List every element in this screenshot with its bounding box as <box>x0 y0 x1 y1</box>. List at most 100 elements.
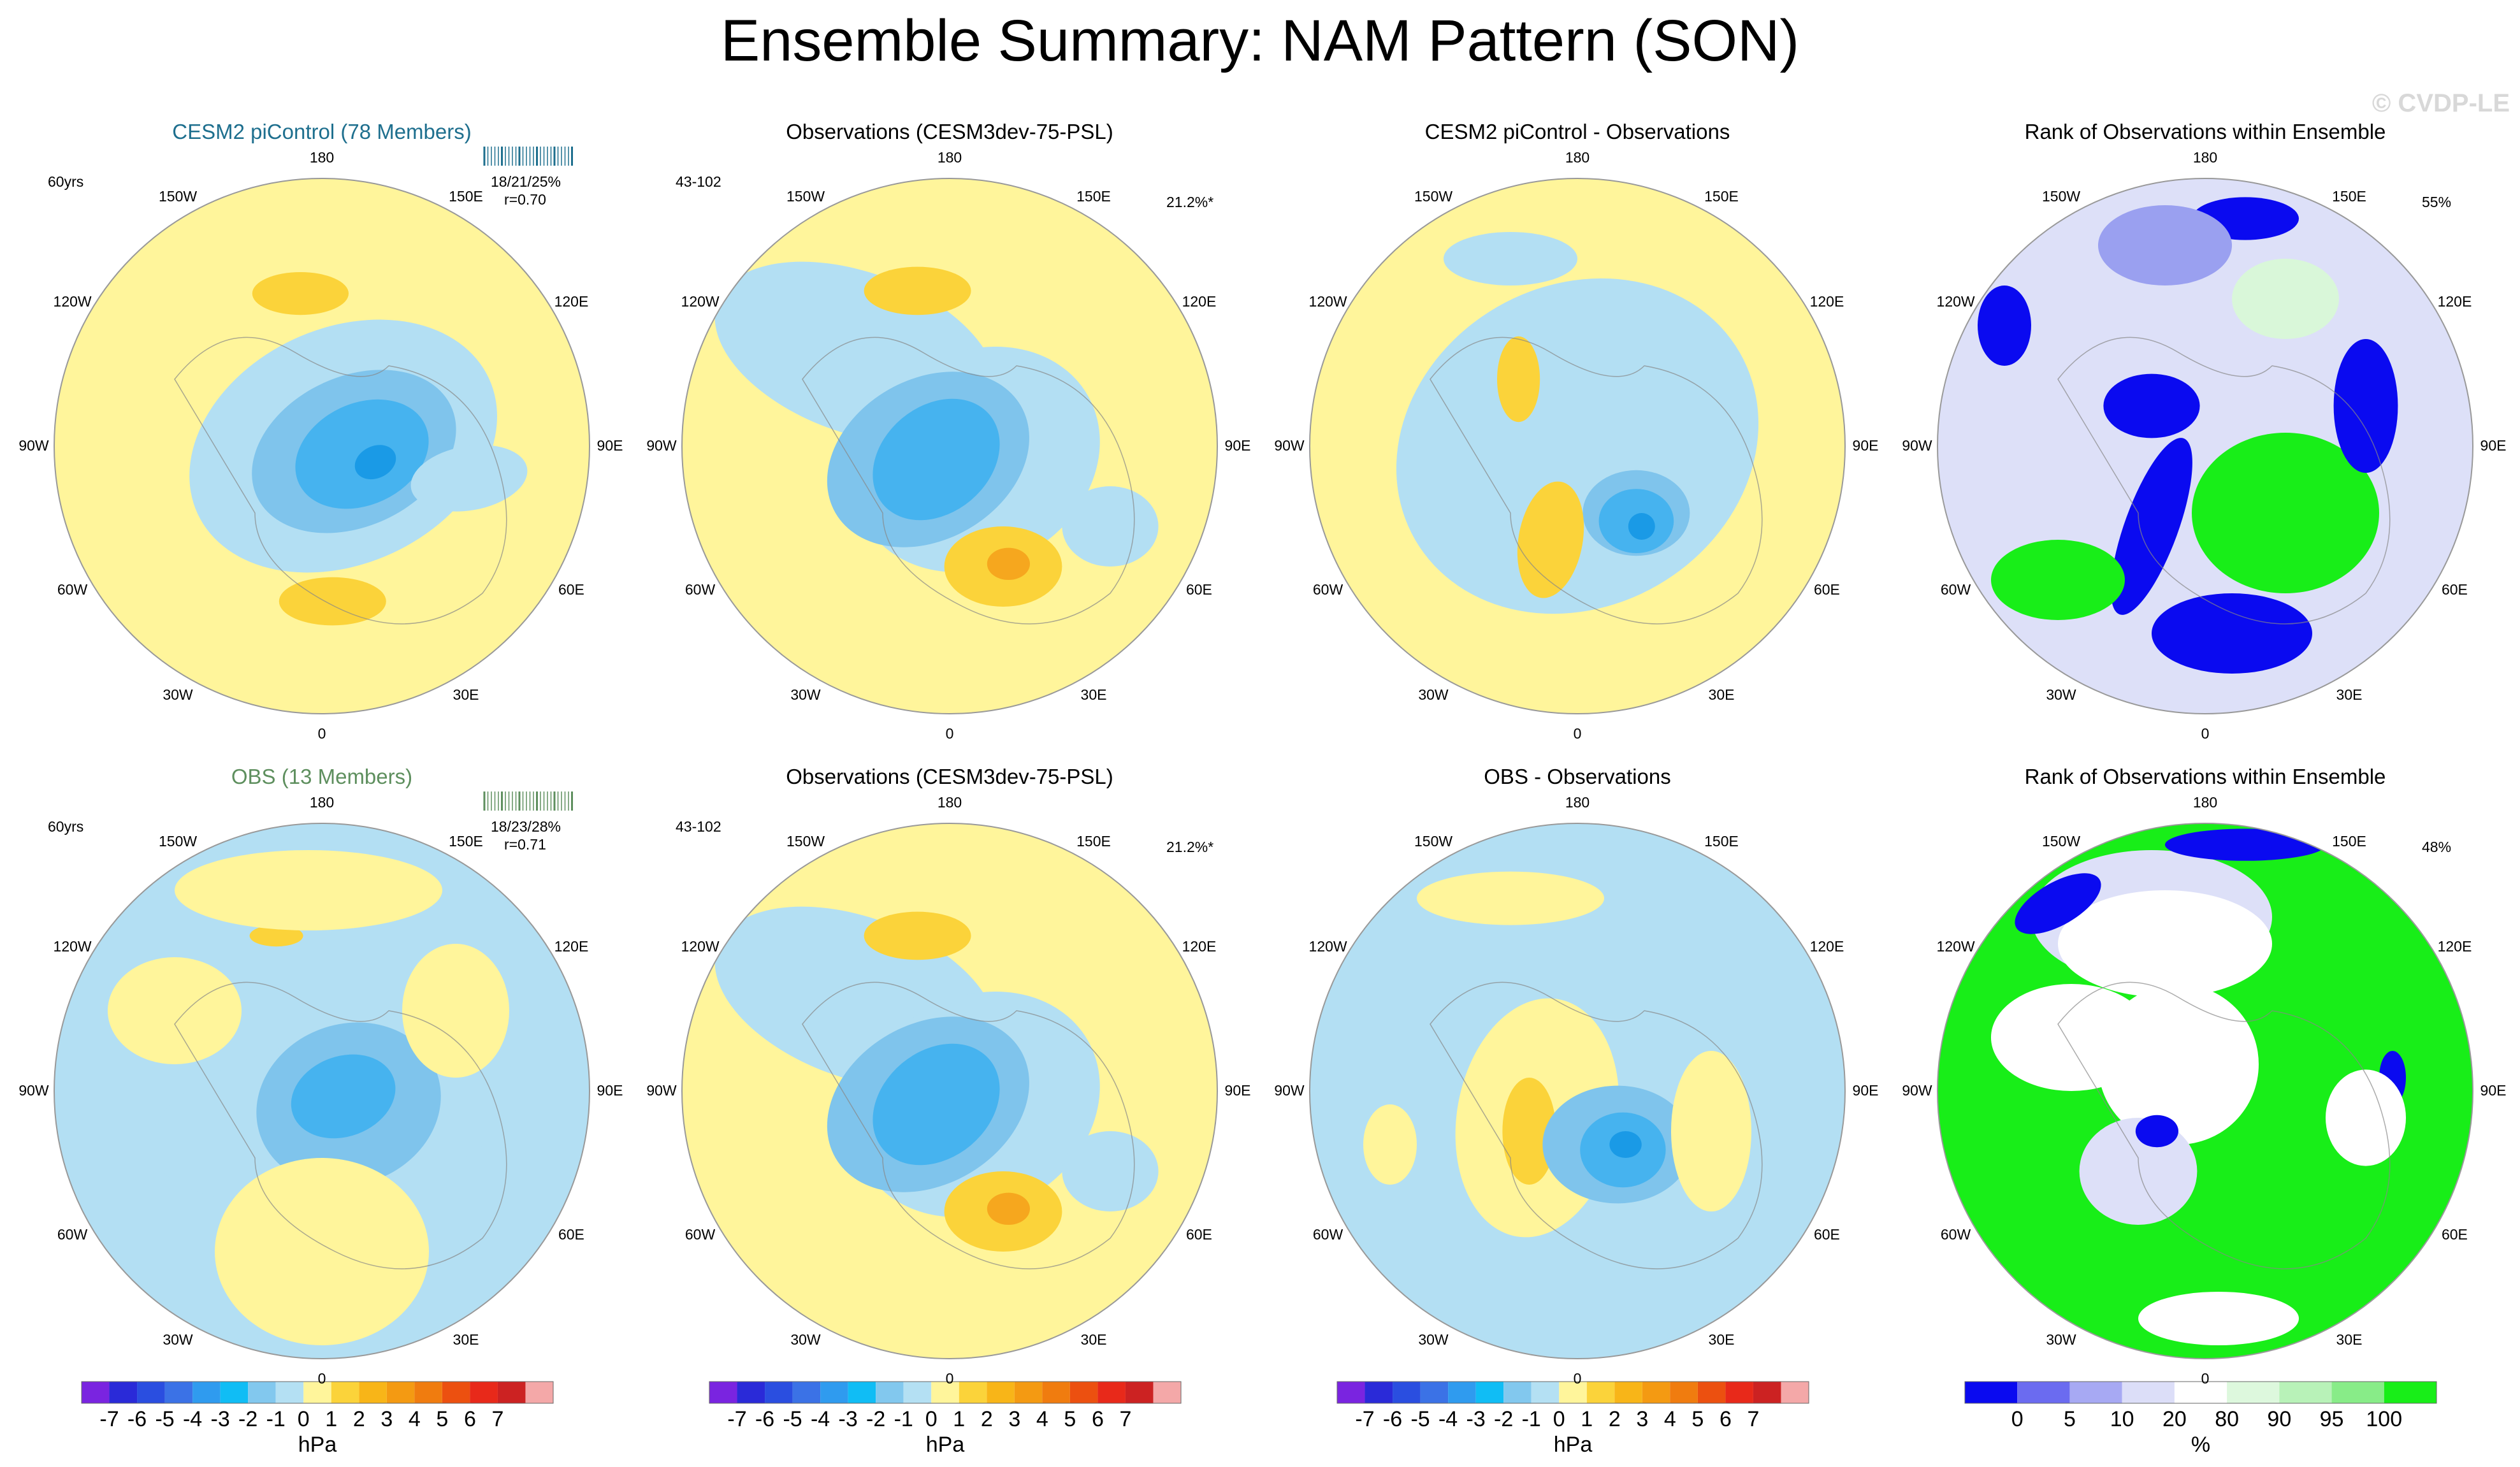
colorbar-tick-label: 3 <box>1008 1407 1021 1431</box>
colorbar-swatch <box>1586 1382 1615 1403</box>
colorbar-swatch <box>1153 1382 1181 1403</box>
lon-label: 150E <box>2332 187 2366 205</box>
contour-region <box>249 925 303 947</box>
colorbar-frame <box>1336 1381 1809 1404</box>
map-border <box>1309 178 1846 714</box>
colorbar-swatch <box>1614 1382 1642 1403</box>
colorbar-swatch <box>792 1382 821 1403</box>
panel-title: OBS - Observations <box>1484 765 1671 788</box>
lon-label: 30E <box>453 1331 479 1348</box>
colorbar-tick-label: 10 <box>2110 1407 2134 1431</box>
contour-region <box>2333 339 2398 473</box>
colorbar-swatch <box>248 1382 276 1403</box>
contour-region <box>873 1043 1000 1166</box>
colorbar-tick-label: 95 <box>2319 1407 2344 1431</box>
colorbar-swatch <box>820 1382 848 1403</box>
contour-region <box>2015 873 2101 934</box>
colorbar-tick-label: 0 <box>1553 1407 1565 1431</box>
colorbar-tick-label: 0 <box>925 1407 938 1431</box>
lon-label: 120E <box>554 293 589 310</box>
contour-region <box>2152 593 2312 674</box>
colorbar-swatch <box>470 1382 498 1403</box>
pattern-percent: 55% <box>2422 194 2452 210</box>
lon-label: 150W <box>786 832 825 849</box>
lon-label: 150W <box>159 832 198 849</box>
lon-label: 30W <box>1418 686 1449 704</box>
lon-label: 150W <box>2042 187 2081 205</box>
lon-label: 120W <box>681 293 720 310</box>
lon-label: 90W <box>646 437 677 454</box>
colorbar-frame <box>1964 1381 2437 1404</box>
lon-label: 150E <box>449 832 483 849</box>
panel-title: Rank of Observations within Ensemble <box>2024 120 2386 143</box>
map-border <box>54 178 590 714</box>
lon-label: 0 <box>945 725 954 742</box>
lon-label: 30W <box>790 1331 821 1348</box>
colorbar-swatch <box>1069 1382 1098 1403</box>
colorbar-tick-label: -3 <box>210 1407 230 1431</box>
coastline <box>2057 336 2391 625</box>
colorbar-unit: hPa <box>1553 1433 1593 1457</box>
colorbar-swatch <box>2331 1382 2384 1403</box>
lon-label: 90E <box>1224 437 1251 454</box>
colorbar-swatch <box>876 1382 904 1403</box>
lon-label: 30E <box>453 686 479 704</box>
contour-region <box>2165 828 2326 861</box>
years-label: 43-102 <box>676 818 721 835</box>
colorbar-tick-label: -4 <box>810 1407 830 1431</box>
coastline <box>1430 981 1763 1269</box>
lon-label: 120W <box>1936 938 1975 955</box>
lon-label: 60E <box>1813 581 1840 598</box>
lon-label: 0 <box>317 725 326 742</box>
stats-label: 18/21/25% <box>491 173 561 190</box>
lon-label: 60E <box>558 581 584 598</box>
colorbar-swatch <box>1531 1382 1560 1403</box>
lon-label: 60W <box>1940 581 1971 598</box>
contour-region <box>2232 259 2339 339</box>
colorbar-swatch <box>931 1382 959 1403</box>
contour-region <box>1978 285 2031 366</box>
colorbar-tick-label: -2 <box>1494 1407 1514 1431</box>
colorbar-swatch <box>1337 1382 1365 1403</box>
lon-label: 30E <box>1080 1331 1107 1348</box>
panel-title: CESM2 piControl (78 Members) <box>172 120 472 143</box>
colorbar-tick-label: 6 <box>1719 1407 1732 1431</box>
lon-label: 0 <box>1573 725 1582 742</box>
contour-region <box>2138 1292 2299 1345</box>
lon-label: 120E <box>2437 293 2472 310</box>
colorbar-swatch <box>2017 1382 2070 1403</box>
lon-label: 120W <box>53 938 92 955</box>
colorbar-unit: hPa <box>925 1433 965 1457</box>
colorbar-swatch <box>1503 1382 1532 1403</box>
contour-region <box>1517 481 1584 598</box>
lon-label: 150W <box>2042 832 2081 849</box>
lon-label: 90W <box>646 1082 677 1099</box>
colorbar-swatch <box>386 1382 415 1403</box>
correlation-label: r=0.70 <box>504 191 546 208</box>
map-panel-1 <box>54 178 590 714</box>
contour-region <box>2098 205 2232 285</box>
colorbar-swatch <box>2384 1382 2437 1403</box>
lon-label: 150E <box>1704 832 1739 849</box>
contour-region <box>1502 1078 1556 1185</box>
lon-label: 120E <box>1182 938 1217 955</box>
lon-label: 90W <box>1902 1082 1932 1099</box>
colorbar-swatch <box>1670 1382 1698 1403</box>
colorbar-tick-label: -5 <box>783 1407 802 1431</box>
colorbar-frame <box>81 1381 554 1404</box>
colorbar-tick-label: 2 <box>980 1407 993 1431</box>
coastline <box>174 336 507 625</box>
lon-label: 90W <box>18 1082 49 1099</box>
colorbar-swatch <box>1042 1382 1070 1403</box>
colorbar-swatch <box>1393 1382 1421 1403</box>
contour-region <box>1444 232 1577 285</box>
lon-label: 30W <box>163 1331 193 1348</box>
colorbar-swatch <box>1965 1382 2018 1403</box>
lon-label: 0 <box>2201 1370 2210 1387</box>
contour-region <box>1062 1131 1159 1211</box>
pattern-percent: 21.2%* <box>1166 194 1214 210</box>
contour-region <box>410 445 528 512</box>
lon-label: 60E <box>558 1226 584 1243</box>
contour-region <box>1062 486 1159 567</box>
lon-label: 60E <box>2441 1226 2468 1243</box>
